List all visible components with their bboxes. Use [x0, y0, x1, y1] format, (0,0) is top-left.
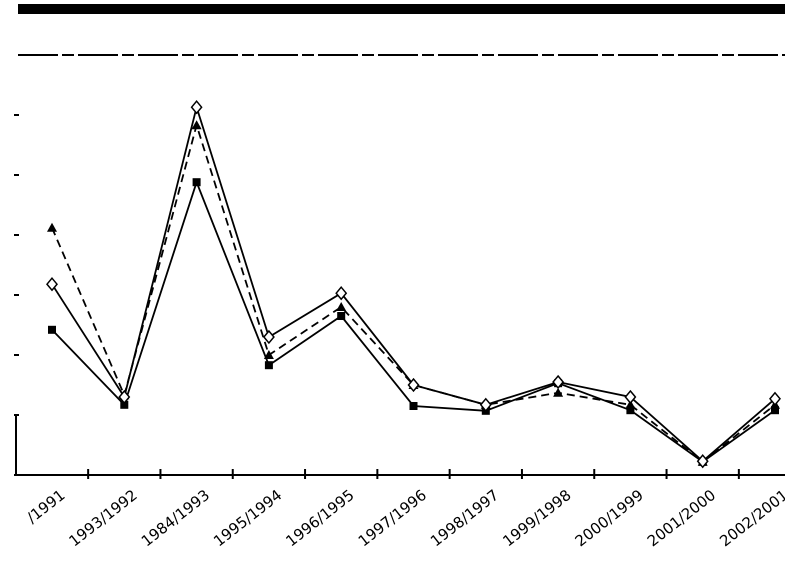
triangle-marker	[191, 120, 202, 130]
header-bar	[18, 4, 785, 14]
square-marker	[337, 312, 346, 320]
diamond-marker	[624, 389, 637, 405]
diamond-marker	[407, 377, 420, 393]
triangle-marker	[336, 302, 347, 311]
x-tick-label: 1997/1996	[355, 486, 430, 550]
diamond-marker	[335, 286, 348, 301]
diamond-marker	[190, 100, 203, 115]
x-tick-label: 1998/1997	[427, 486, 502, 550]
square-marker	[192, 178, 201, 187]
series-line	[51, 121, 776, 463]
square-marker	[264, 361, 273, 370]
x-tick-label: 1984/1993	[138, 486, 213, 550]
x-tick-label: 1995/1994	[210, 486, 285, 550]
x-tick-label: 1993/1992	[66, 486, 141, 550]
x-tick-label: 1999/1998	[499, 486, 574, 550]
triangle-marker	[553, 387, 564, 397]
diamond-marker	[118, 389, 131, 405]
square-marker	[771, 406, 779, 415]
square-marker	[409, 402, 418, 410]
x-tick-label: 2001/2000	[644, 486, 719, 550]
diamond-marker	[769, 391, 781, 406]
square-marker	[626, 406, 635, 415]
x-tick-label: 2002/2001	[716, 486, 785, 550]
diamond-marker	[46, 277, 58, 292]
triangle-marker	[625, 399, 636, 409]
series-line	[51, 179, 776, 463]
triangle-marker	[47, 222, 57, 232]
triangle-marker	[263, 350, 274, 359]
diamond-marker	[552, 374, 565, 390]
x-tick-label: /1991	[23, 486, 68, 527]
diamond-marker	[479, 397, 492, 412]
square-marker	[48, 325, 56, 334]
square-marker	[120, 400, 129, 409]
diamond-marker	[696, 454, 709, 469]
diamond-marker	[262, 329, 275, 345]
x-tick-label: 1996/1995	[282, 486, 357, 550]
x-tick-label: 2000/1999	[572, 486, 647, 550]
